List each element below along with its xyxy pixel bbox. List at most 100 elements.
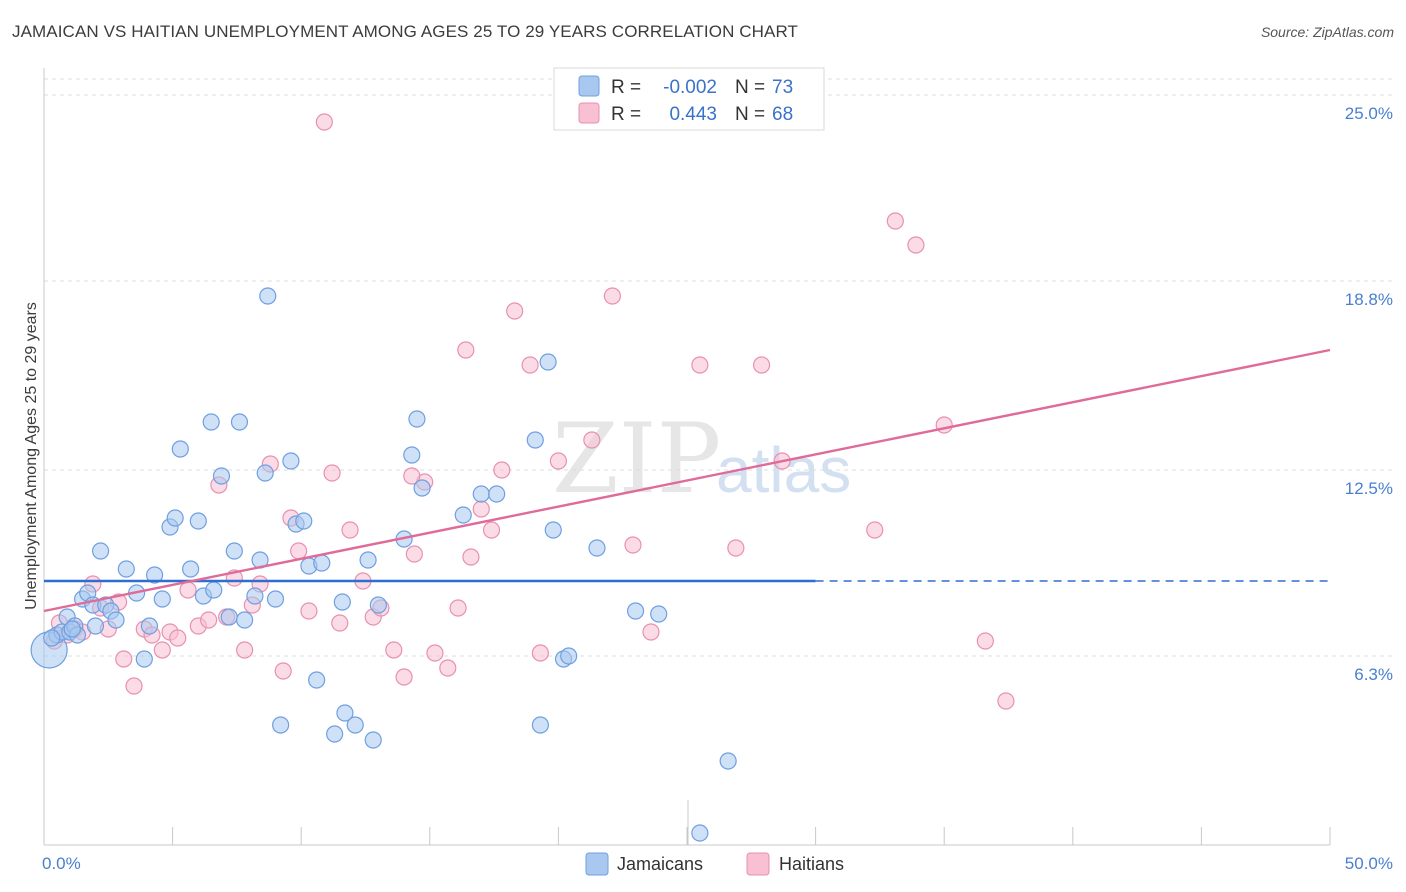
haitian-point <box>449 599 467 617</box>
y-tick-label: 18.8% <box>1345 290 1393 309</box>
jamaican-point <box>145 566 164 584</box>
jamaican-point <box>626 602 645 620</box>
y-tick-label: 6.3% <box>1354 665 1393 684</box>
legend-swatch-haitians <box>578 102 600 124</box>
haitian-point <box>727 539 745 557</box>
haitian-point <box>462 548 480 566</box>
legend-n-value-jamaicans: 73 <box>772 77 793 98</box>
haitian-trend-line <box>43 348 1331 613</box>
haitian-point <box>405 545 423 563</box>
jamaican-point <box>539 353 557 371</box>
haitian-point <box>169 629 187 647</box>
jamaican-point <box>308 671 326 689</box>
jamaican-point <box>346 716 364 734</box>
haitian-point <box>624 536 642 554</box>
jamaican-point <box>230 413 249 431</box>
haitian-point <box>290 542 308 560</box>
legend-bottom-label-jamaicans: Jamaicans <box>617 854 703 874</box>
jamaican-point <box>272 716 290 734</box>
jamaican-point <box>544 521 562 539</box>
y-tick-label: 12.5% <box>1345 479 1393 498</box>
jamaican-point <box>336 704 354 722</box>
jamaican-point <box>266 590 285 608</box>
jamaican-point <box>408 410 426 428</box>
jamaican-point <box>588 539 606 557</box>
haitian-point <box>886 212 904 230</box>
jamaican-point <box>295 512 313 530</box>
haitian-point <box>179 581 197 599</box>
haitian-point <box>752 356 771 374</box>
jamaican-point <box>650 605 668 623</box>
haitian-point <box>439 659 457 677</box>
y-tick-label: 25.0% <box>1345 104 1393 123</box>
haitian-point <box>506 302 524 320</box>
legend-r-label-jamaicans: R = <box>611 77 641 98</box>
jamaican-point <box>171 440 189 458</box>
haitian-point <box>115 650 133 668</box>
haitian-point <box>403 467 421 485</box>
legend-r-value-haitians: 0.443 <box>669 104 717 125</box>
haitian-point <box>153 641 171 659</box>
jamaican-point <box>313 554 331 572</box>
haitian-point <box>323 464 341 482</box>
legend-r-value-jamaicans: -0.002 <box>663 77 717 98</box>
jamaican-point <box>43 629 61 647</box>
jamaican-point <box>333 593 351 611</box>
haitian-point <box>493 461 511 479</box>
legend-n-value-haitians: 68 <box>772 104 793 125</box>
haitian-point <box>549 452 568 470</box>
jamaican-point <box>259 287 277 305</box>
haitian-point <box>521 356 539 374</box>
jamaican-point <box>691 824 709 842</box>
jamaican-point <box>531 716 549 734</box>
jamaican-point <box>153 590 171 608</box>
jamaican-point <box>359 551 377 569</box>
watermark-zip: ZIP <box>552 403 721 515</box>
jamaican-point <box>326 725 344 743</box>
legend-bottom-swatch-haitians <box>746 852 770 876</box>
jamaican-point <box>256 464 274 482</box>
haitian-point <box>331 614 349 632</box>
jamaican-point <box>182 560 200 578</box>
haitian-point <box>200 611 218 629</box>
jamaican-point <box>166 509 184 527</box>
jamaican-point <box>719 752 737 770</box>
jamaican-point <box>488 485 506 503</box>
series-haitians <box>45 113 1015 710</box>
haitian-point <box>236 641 254 659</box>
chart-title: JAMAICAN VS HAITIAN UNEMPLOYMENT AMONG A… <box>12 22 799 41</box>
haitian-point <box>531 644 549 662</box>
haitian-point <box>866 521 884 539</box>
source-label: Source: ZipAtlas.com <box>1260 24 1394 40</box>
legend-swatch-jamaicans <box>578 75 600 97</box>
haitian-point <box>341 521 359 539</box>
legend-r-label-haitians: R = <box>611 104 641 125</box>
jamaican-point <box>225 542 243 560</box>
y-tick-labels: 6.3% 12.5% 18.8% 25.0% <box>1345 104 1393 684</box>
jamaican-point <box>246 587 264 605</box>
series-jamaicans <box>30 287 737 842</box>
jamaican-point <box>202 413 220 431</box>
haitian-point <box>603 287 622 305</box>
jamaican-point <box>220 608 238 626</box>
jamaican-point <box>282 452 300 470</box>
haitian-point <box>385 641 403 659</box>
haitian-point <box>125 677 143 695</box>
jamaican-point <box>117 560 135 578</box>
legend-bottom-swatch-jamaicans <box>585 852 609 876</box>
legend-n-label-haitians: N = <box>735 104 765 125</box>
jamaican-point <box>140 617 159 635</box>
jamaican-point <box>413 479 431 497</box>
jamaican-point <box>86 617 105 635</box>
haitian-point <box>457 341 475 359</box>
x-tick-labels: 0.0% 50.0% <box>42 854 1393 873</box>
y-axis-label: Unemployment Among Ages 25 to 29 years <box>23 302 40 610</box>
jamaican-point <box>107 611 125 629</box>
jamaican-point <box>236 611 254 629</box>
legend-bottom: Jamaicans Haitians <box>585 852 844 876</box>
haitian-point <box>315 113 333 131</box>
x-tick-label: 0.0% <box>42 854 81 873</box>
jamaican-point <box>63 620 81 638</box>
jamaican-point <box>189 512 207 530</box>
